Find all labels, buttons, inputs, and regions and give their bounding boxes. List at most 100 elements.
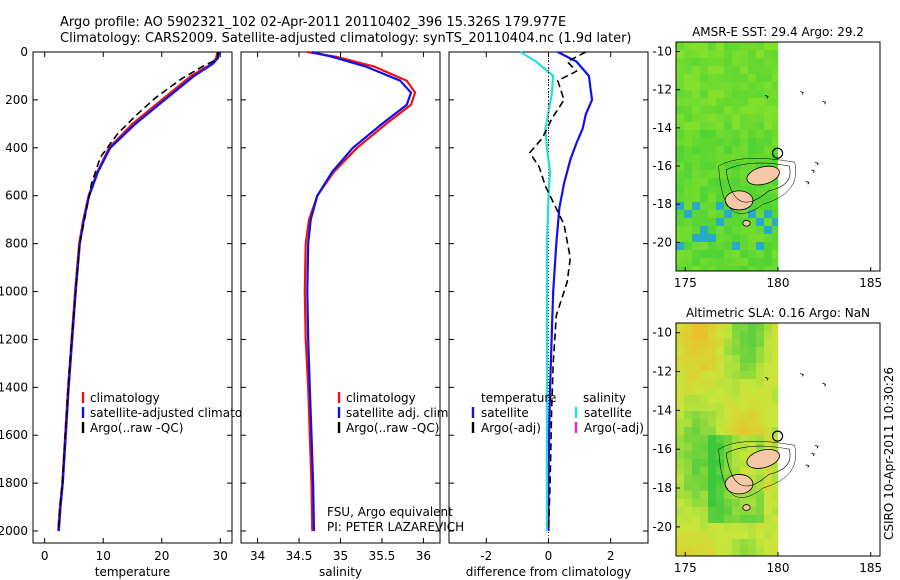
sst_map-pixel xyxy=(676,138,685,147)
sla_map-pixel xyxy=(692,427,701,436)
sla_map-pixel xyxy=(676,531,685,540)
sst_map-xtick-label: 185 xyxy=(859,276,882,290)
sla_map-pixel xyxy=(700,339,709,348)
sst_map-pixel xyxy=(692,170,701,179)
sla_map-pixel xyxy=(692,483,701,492)
difference-xtick-label: -2 xyxy=(480,549,492,563)
sst_map-pixel xyxy=(724,42,733,51)
sst_map-islet xyxy=(814,161,819,166)
sla_map-pixel xyxy=(716,499,725,508)
sla_map-pixel xyxy=(676,523,685,532)
sla_map-pixel xyxy=(740,419,749,428)
sst_map-pixel xyxy=(732,226,741,235)
sla_map-pixel xyxy=(700,347,709,356)
temperature-ytick-label: 1600 xyxy=(0,428,28,442)
sla_map-pixel xyxy=(772,435,779,444)
sla_map-pixel xyxy=(676,491,685,500)
sst_map-pixel xyxy=(724,186,733,195)
sst_map-pixel xyxy=(748,130,757,139)
sla_map-pixel xyxy=(740,499,749,508)
sla_map-pixel xyxy=(700,547,709,556)
sst_map-pixel xyxy=(708,186,717,195)
sla_map-pixel xyxy=(732,515,741,524)
sla_map-pixel xyxy=(716,435,725,444)
sla_map-pixel xyxy=(684,539,693,548)
sla_map-pixel xyxy=(756,395,765,404)
sla_map-islet xyxy=(811,452,815,457)
sst_map-pixel xyxy=(732,242,741,251)
sla_map-pixel xyxy=(740,451,749,460)
sla_map-pixel xyxy=(756,515,765,524)
sla_map-pixel xyxy=(732,411,741,420)
sst_map-pixel xyxy=(708,218,717,227)
sst_map-pixel xyxy=(724,218,733,227)
sla_map-pixel xyxy=(764,467,773,476)
sla_map-pixel xyxy=(676,379,685,388)
sst_map-pixel xyxy=(700,66,709,75)
sla_map-pixel xyxy=(764,475,773,484)
sla_map-pixel xyxy=(764,499,773,508)
sla_map-pixel xyxy=(700,467,709,476)
sla_map-pixel xyxy=(708,363,717,372)
sst_map-pixel xyxy=(676,258,685,267)
sst_map-pixel xyxy=(684,50,693,59)
sla_map-pixel xyxy=(756,355,765,364)
sla_map-pixel xyxy=(732,347,741,356)
sla_map-pixel xyxy=(708,507,717,516)
sst_map-pixel xyxy=(700,242,709,251)
csiro-credit: CSIRO 10-Apr-2011 10:30:26 xyxy=(882,367,896,540)
sst_map-pixel xyxy=(700,178,709,187)
sla_map-pixel xyxy=(732,387,741,396)
sst_map-pixel xyxy=(692,186,701,195)
sst_map-pixel xyxy=(684,218,693,227)
sst_map-pixel xyxy=(692,194,701,203)
difference-legend-header-temperature: temperature xyxy=(481,391,556,405)
difference-series-line xyxy=(519,51,555,531)
sla_map-pixel xyxy=(684,523,693,532)
sst_map-pixel xyxy=(684,58,693,67)
sst_map-pixel xyxy=(732,106,741,115)
sst_map-pixel xyxy=(748,266,757,271)
sla_map-pixel xyxy=(764,411,773,420)
sla_map-pixel xyxy=(748,547,757,556)
sla_map-pixel xyxy=(764,371,773,380)
sst_map-pixel xyxy=(764,82,773,91)
sst_map-pixel xyxy=(692,218,701,227)
sst_map-pixel xyxy=(748,226,757,235)
temperature-ytick-label: 1000 xyxy=(0,285,28,299)
sst_map-pixel xyxy=(756,210,765,219)
sla_map-pixel xyxy=(724,331,733,340)
sla_map-pixel xyxy=(676,339,685,348)
sla_map-pixel xyxy=(732,339,741,348)
sst_map-pixel xyxy=(708,122,717,131)
sst_map-pixel xyxy=(708,194,717,203)
sst_map-pixel xyxy=(732,66,741,75)
sst_map-xtick-label: 180 xyxy=(767,276,790,290)
sla_map-pixel xyxy=(692,331,701,340)
sst_map-pixel xyxy=(700,258,709,267)
sst_map-pixel xyxy=(708,170,717,179)
sst_map-pixel xyxy=(756,42,765,51)
sla_map-pixel xyxy=(772,547,779,556)
sst_map-pixel xyxy=(716,74,725,83)
sst_map-pixel xyxy=(692,90,701,99)
sst_map-pixel xyxy=(724,90,733,99)
sst_map-pixel xyxy=(700,74,709,83)
sst_map-pixel xyxy=(724,50,733,59)
salinity-legend-label: satellite adj. clim. xyxy=(346,406,452,420)
temperature-axes-frame xyxy=(32,51,233,544)
sla_map-pixel xyxy=(692,363,701,372)
sla_map-pixel xyxy=(692,475,701,484)
sla_map-pixel xyxy=(732,459,741,468)
sst_map-pixel xyxy=(740,234,749,243)
sla_map-pixel xyxy=(756,387,765,396)
sla_map-pixel xyxy=(692,419,701,428)
sla_map-pixel xyxy=(724,419,733,428)
sst_map-pixel xyxy=(708,242,717,251)
sst_map-pixel xyxy=(716,186,725,195)
salinity-legend-label: Argo(..raw -QC) xyxy=(346,421,439,435)
sst_map-pixel xyxy=(748,106,757,115)
sst_map-contour xyxy=(725,162,791,203)
sla_map-islet xyxy=(764,376,769,381)
sla_map-pixel xyxy=(748,499,757,508)
